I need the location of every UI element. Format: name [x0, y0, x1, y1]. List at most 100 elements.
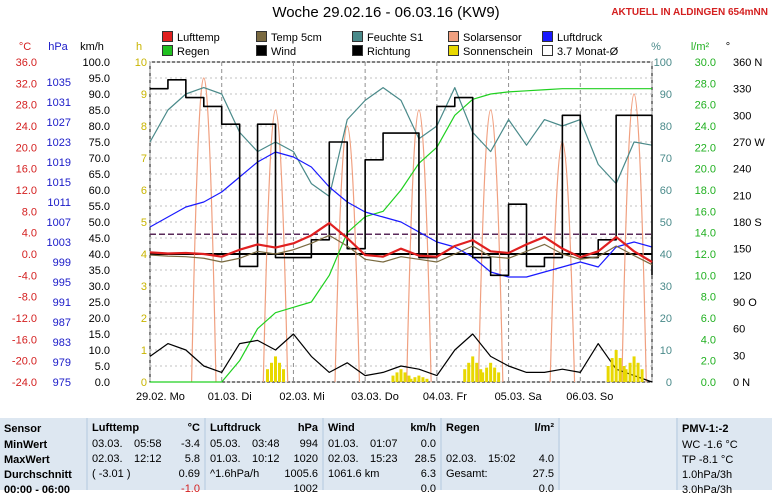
tick-label-direction: 150 — [733, 244, 751, 256]
tick-label-humidity: 50 — [660, 217, 672, 229]
pmv-row: WC -1.6 °C — [682, 439, 738, 451]
row-label-min: MinWert — [4, 439, 48, 451]
pmv-column: PMV-1:-2 WC -1.6 °C TP -8.1 °C 1.0hPa/3h… — [678, 418, 772, 496]
tick-label-rain: 18.0 — [695, 185, 716, 197]
tick-label-sun: 7 — [141, 153, 147, 165]
wind-date: 02.03. — [328, 453, 359, 465]
tick-label-direction: 60 — [733, 324, 745, 336]
tick-label-temp: -20.0 — [12, 356, 37, 368]
luftdruck-value: 1005.6 — [284, 468, 318, 480]
tick-label-wind: 100.0 — [82, 57, 110, 69]
legend-label: 3.7 Monat-Ø — [557, 46, 619, 58]
tick-label-x: 29.02. Mo — [136, 391, 185, 403]
axis-unit-wind: km/h — [80, 41, 104, 53]
legend-swatch — [448, 31, 459, 42]
tick-label-temp: 8.0 — [22, 206, 37, 218]
tick-label-rain: 6.0 — [701, 313, 716, 325]
tick-label-x: 04.03. Fr — [423, 391, 467, 403]
legend-label: Luftdruck — [557, 32, 603, 44]
sensor-header: Sensor — [4, 423, 42, 435]
tick-label-temp: 32.0 — [16, 78, 37, 90]
lufttemp-value: -1.0 — [181, 483, 200, 495]
regen-date: 02.03. — [446, 453, 477, 465]
legend-swatch — [256, 31, 267, 42]
tick-label-pressure: 991 — [53, 297, 71, 309]
luftdruck-time: 10:12 — [252, 453, 280, 465]
tick-label-direction: 360 N — [733, 57, 762, 69]
tick-label-direction: 330 — [733, 84, 751, 96]
legend-item: Solarsensor — [448, 31, 522, 44]
wind-column — [324, 418, 440, 490]
legend-item: Lufttemp — [162, 31, 220, 44]
luftdruck-header: Luftdruck — [210, 422, 261, 434]
tick-label-pressure: 987 — [53, 317, 71, 329]
tick-label-x: 01.03. Di — [208, 391, 252, 403]
legend-item: 3.7 Monat-Ø — [542, 45, 618, 58]
tick-label-temp: 36.0 — [16, 57, 37, 69]
tick-label-sun: 9 — [141, 89, 147, 101]
status-text: AKTUELL IN ALDINGEN 654mNN — [611, 7, 768, 18]
tick-label-wind: 55.0 — [89, 201, 110, 213]
tick-label-wind: 75.0 — [89, 137, 110, 149]
regen-date: Gesamt: — [446, 468, 488, 480]
wind-time: 15:23 — [370, 453, 398, 465]
regen-value: 27.5 — [532, 468, 554, 480]
tick-label-x: 02.03. Mi — [279, 391, 324, 403]
tick-label-temp: 28.0 — [16, 100, 37, 112]
wind-date: 1061.6 km — [328, 468, 380, 480]
tick-label-wind: 90.0 — [89, 89, 110, 101]
legend-item: Temp 5cm — [256, 31, 322, 44]
tick-label-temp: 4.0 — [22, 228, 37, 240]
luftdruck-date: 01.03. — [210, 453, 241, 465]
luftdruck-value: 1020 — [293, 453, 318, 465]
tick-label-pressure: 1023 — [47, 137, 71, 149]
tick-label-rain: 12.0 — [695, 249, 716, 261]
luftdruck-column — [206, 418, 322, 490]
tick-label-pressure: 1019 — [47, 157, 71, 169]
legend-swatch — [162, 45, 173, 56]
tick-label-sun: 10 — [135, 57, 147, 69]
sunshine-bar — [610, 358, 614, 382]
series-line-temp-5cm — [149, 234, 653, 266]
tick-label-rain: 26.0 — [695, 100, 716, 112]
luftdruck-unit: hPa — [297, 422, 318, 434]
pmv-row: TP -8.1 °C — [682, 454, 734, 466]
lufttemp-column — [88, 418, 204, 490]
lufttemp-time: 12:12 — [134, 453, 162, 465]
tick-label-humidity: 0 — [666, 377, 672, 389]
tick-label-sun: 1 — [141, 345, 147, 357]
lufttemp-date: 03.03. — [92, 438, 123, 450]
tick-label-sun: 8 — [141, 121, 147, 133]
legend-item: Richtung — [352, 45, 410, 58]
chart-title: Woche 29.02.16 - 06.03.16 (KW9) — [272, 4, 500, 21]
tick-label-wind: 80.0 — [89, 121, 110, 133]
luftdruck-value: 1002 — [293, 483, 318, 495]
sunshine-bar — [399, 369, 403, 382]
tick-label-wind: 95.0 — [89, 73, 110, 85]
sunshine-bar — [618, 358, 622, 382]
legend-label: Solarsensor — [463, 32, 522, 44]
tick-label-direction: 120 — [733, 270, 751, 282]
tick-label-pressure: 1011 — [47, 197, 71, 209]
sunshine-bar — [481, 372, 485, 382]
tick-label-direction: 240 — [733, 164, 751, 176]
sunshine-bar — [624, 369, 628, 382]
pmv-row: 1.0hPa/3h — [682, 469, 733, 481]
sunshine-bar — [407, 375, 411, 382]
summary-panel: Sensor MinWert MaxWert Durchschnitt 00:0… — [0, 418, 772, 496]
tick-label-rain: 0.0 — [701, 377, 716, 389]
tick-label-rain: 14.0 — [695, 228, 716, 240]
tick-label-temp: 16.0 — [16, 164, 37, 176]
tick-label-wind: 15.0 — [89, 329, 110, 341]
pmv-header: PMV-1:-2 — [682, 423, 729, 435]
wind-time: 01:07 — [370, 438, 398, 450]
tick-label-temp: -12.0 — [12, 313, 37, 325]
legend-item: Wind — [256, 45, 296, 58]
sunshine-bar — [475, 362, 479, 382]
tick-label-wind: 45.0 — [89, 233, 110, 245]
sunshine-bar — [421, 377, 425, 382]
series-line-feuchte-s1 — [149, 87, 653, 197]
tick-label-sun: 6 — [141, 185, 147, 197]
pmv-row: 3.0hPa/3h — [682, 484, 733, 496]
legend-swatch — [448, 45, 459, 56]
